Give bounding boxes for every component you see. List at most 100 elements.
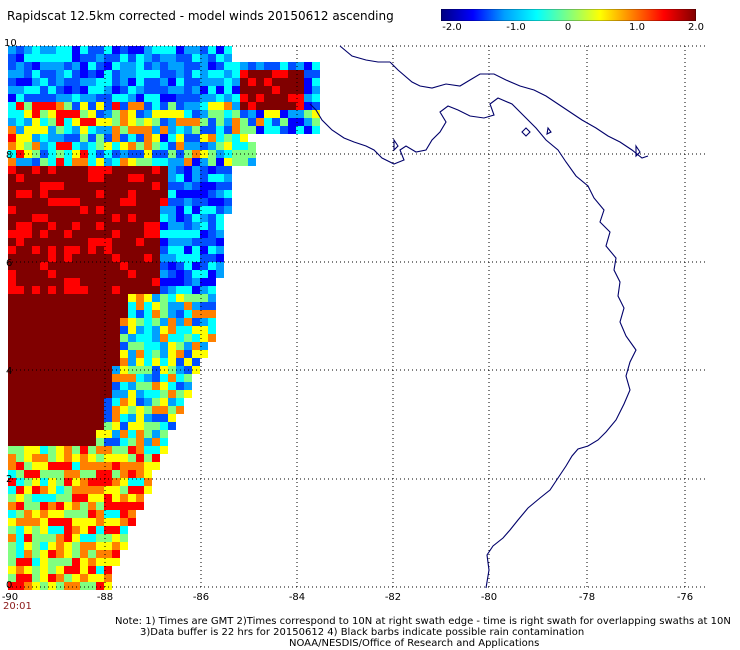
wind-cell [40,558,48,566]
wind-cell [128,382,136,390]
wind-cell [128,510,136,518]
wind-cell [136,478,144,486]
wind-cell [208,270,216,278]
wind-cell [312,94,320,102]
wind-cell [32,198,40,206]
wind-cell [112,230,120,238]
wind-cell [88,190,96,198]
wind-cell [192,318,200,326]
wind-cell [88,102,96,110]
wind-cell [96,254,104,262]
wind-cell [48,342,56,350]
wind-cell [208,318,216,326]
wind-cell [128,78,136,86]
wind-cell [64,470,72,478]
wind-cell [80,78,88,86]
wind-cell [168,118,176,126]
wind-cell [200,142,208,150]
wind-cell [88,486,96,494]
wind-cell [16,262,24,270]
wind-cell [192,238,200,246]
wind-cell [24,142,32,150]
wind-cell [128,158,136,166]
wind-cell [192,214,200,222]
wind-cell [232,78,240,86]
wind-cell [120,110,128,118]
wind-cell [88,494,96,502]
wind-cell [96,526,104,534]
wind-cell [72,582,80,590]
wind-cell [80,254,88,262]
wind-cell [24,582,32,590]
wind-cell [184,142,192,150]
wind-cell [176,398,184,406]
wind-cell [288,78,296,86]
wind-cell [88,430,96,438]
wind-cell [176,350,184,358]
wind-cell [104,566,112,574]
wind-cell [128,118,136,126]
wind-cell [224,86,232,94]
wind-cell [64,94,72,102]
wind-cell [128,46,136,54]
wind-cell [152,310,160,318]
wind-cell [144,358,152,366]
wind-cell [192,302,200,310]
wind-cell [176,342,184,350]
wind-cell [40,566,48,574]
wind-cell [168,78,176,86]
wind-cell [168,390,176,398]
wind-cell [48,238,56,246]
note-line-3: NOAA/NESDIS/Office of Research and Appli… [289,638,540,649]
wind-cell [24,174,32,182]
wind-cell [8,70,16,78]
wind-cell [312,110,320,118]
wind-cell [96,230,104,238]
wind-cell [72,166,80,174]
wind-cell [248,78,256,86]
wind-cell [96,238,104,246]
wind-cell [48,566,56,574]
wind-cell [16,478,24,486]
wind-cell [56,94,64,102]
wind-cell [104,558,112,566]
wind-cell [72,470,80,478]
wind-cell [88,534,96,542]
wind-cell [8,566,16,574]
wind-cell [152,54,160,62]
wind-cell [136,158,144,166]
wind-cell [112,78,120,86]
wind-cell [32,246,40,254]
wind-cell [104,438,112,446]
wind-cell [120,286,128,294]
wind-cell [80,166,88,174]
wind-cell [32,438,40,446]
wind-cell [104,510,112,518]
wind-cell [64,174,72,182]
wind-cell [184,54,192,62]
wind-cell [64,414,72,422]
wind-cell [96,494,104,502]
wind-cell [24,158,32,166]
wind-cell [56,230,64,238]
wind-cell [96,142,104,150]
wind-cell [40,110,48,118]
wind-cell [200,70,208,78]
wind-cell [48,62,56,70]
wind-cell [256,62,264,70]
wind-cell [200,62,208,70]
wind-cell [104,470,112,478]
wind-cell [144,286,152,294]
wind-cell [152,198,160,206]
wind-cell [40,446,48,454]
wind-cell [104,318,112,326]
lat-lon-grid [8,45,708,590]
wind-cell [184,118,192,126]
wind-cell [8,110,16,118]
wind-cell [88,334,96,342]
wind-cell [128,390,136,398]
wind-cell [24,510,32,518]
wind-cell [8,574,16,582]
wind-cell [192,54,200,62]
wind-cell [32,46,40,54]
